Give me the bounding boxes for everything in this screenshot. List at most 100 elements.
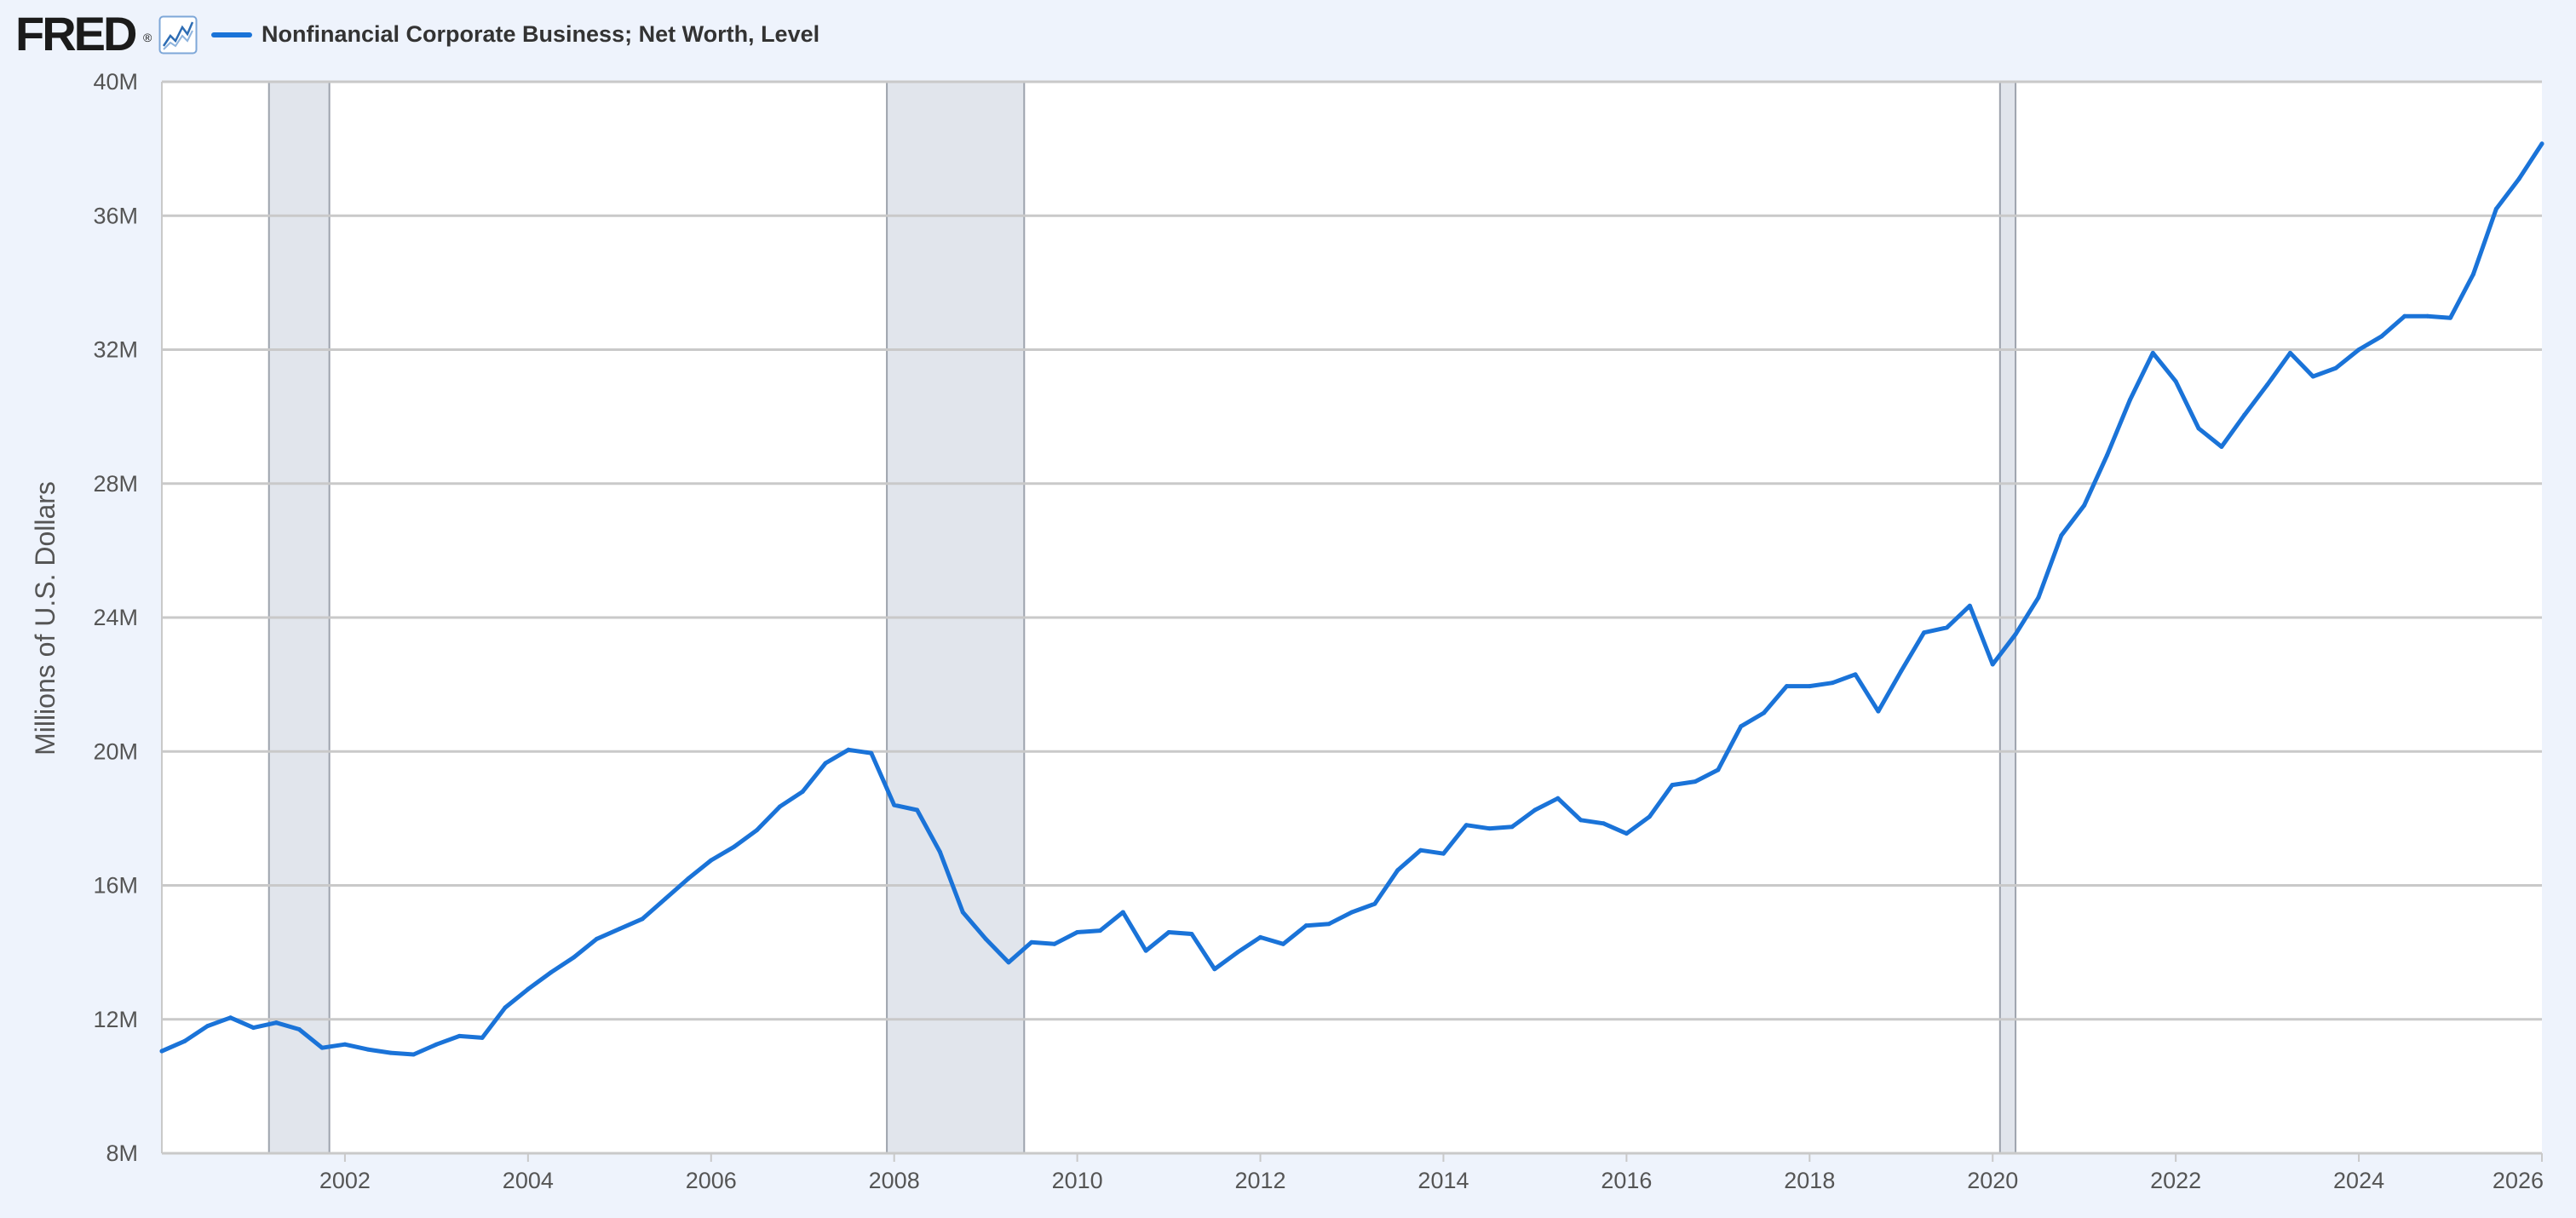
series-layer: [159, 141, 2544, 1057]
data-point: [800, 789, 805, 794]
line-chart-icon[interactable]: [158, 15, 198, 55]
y-tick-label: 20M: [93, 738, 138, 764]
data-point: [1693, 779, 1698, 784]
x-tick-label: 2016: [1601, 1168, 1652, 1193]
data-point: [2402, 313, 2407, 319]
data-point: [2379, 334, 2384, 339]
data-point: [2539, 141, 2544, 147]
data-point: [1120, 910, 1125, 915]
data-point: [1967, 603, 1972, 608]
data-point: [2059, 533, 2064, 538]
data-point: [846, 747, 851, 752]
data-point: [960, 910, 965, 915]
fred-logo[interactable]: FRED: [15, 7, 137, 60]
data-point: [1899, 669, 1904, 674]
y-tick-label: 12M: [93, 1007, 138, 1032]
data-point: [182, 1038, 187, 1043]
y-tick-label: 16M: [93, 873, 138, 899]
data-point: [1807, 684, 1812, 689]
data-point: [2105, 452, 2110, 457]
data-point: [1349, 910, 1354, 915]
data-point: [869, 750, 874, 756]
data-point: [892, 802, 897, 807]
x-tick-label: 2008: [869, 1168, 920, 1193]
data-point: [388, 1050, 394, 1055]
data-point: [1463, 823, 1469, 828]
data-point: [365, 1047, 371, 1052]
data-point: [480, 1035, 485, 1040]
x-tick-label: 2004: [503, 1168, 554, 1193]
x-tick-label: 2006: [686, 1168, 737, 1193]
x-tick-label: 2002: [319, 1168, 371, 1193]
data-point: [755, 828, 759, 833]
data-point: [732, 844, 737, 849]
data-point: [296, 1027, 302, 1032]
data-point: [342, 1042, 348, 1047]
data-point: [1990, 662, 1995, 667]
data-point: [1280, 941, 1285, 946]
data-point: [228, 1015, 233, 1020]
data-point: [1922, 630, 1927, 635]
data-point: [1052, 941, 1057, 946]
data-point: [2150, 350, 2155, 355]
x-tick-label: 2014: [1417, 1168, 1469, 1193]
data-point: [1235, 950, 1240, 955]
data-point: [503, 1005, 508, 1010]
data-point: [1578, 818, 1584, 823]
y-axis-title: Millions of U.S. Dollars: [30, 481, 60, 756]
data-point: [2242, 412, 2247, 417]
chart-header: FRED ® Nonfinancial Corporate Business; …: [0, 0, 2576, 68]
data-point: [2173, 379, 2178, 384]
data-point: [640, 916, 645, 922]
data-point: [1624, 831, 1629, 836]
data-point: [159, 1049, 164, 1054]
data-point: [915, 807, 920, 813]
data-point: [1739, 724, 1744, 729]
data-point: [1006, 960, 1011, 965]
data-point: [937, 849, 942, 854]
grid-lines: [161, 80, 2542, 1155]
data-point: [1670, 783, 1675, 788]
x-tick-label: 2020: [1967, 1168, 2018, 1193]
data-point: [205, 1024, 210, 1029]
data-point: [1555, 796, 1561, 801]
x-tick-label: 2012: [1234, 1168, 1285, 1193]
data-point: [2448, 315, 2453, 320]
data-point: [2287, 350, 2292, 355]
x-tick-label: 2024: [2333, 1168, 2384, 1193]
data-point: [526, 986, 531, 991]
data-point: [1097, 928, 1102, 934]
y-tick-label: 36M: [93, 203, 138, 228]
data-point: [663, 896, 668, 901]
y-tick-label: 40M: [93, 69, 138, 95]
data-point: [1876, 709, 1881, 714]
data-point: [1601, 821, 1607, 826]
y-tick-label: 8M: [106, 1140, 138, 1166]
data-point: [709, 858, 714, 863]
y-tick-label: 28M: [93, 471, 138, 497]
y-tick-label: 24M: [93, 605, 138, 630]
legend-label[interactable]: Nonfinancial Corporate Business; Net Wor…: [262, 21, 820, 47]
y-axis-tick-labels: 8M 12M 16M 20M 24M 28M 32M 36M 40M: [93, 69, 138, 1166]
data-point: [1647, 814, 1652, 819]
x-tick-label: 2022: [2150, 1168, 2201, 1193]
data-point: [1029, 939, 1034, 945]
data-point: [2265, 382, 2270, 388]
data-point: [1762, 710, 1767, 715]
data-point: [411, 1052, 417, 1057]
data-point: [1716, 767, 1721, 773]
x-axis-tick-labels: 2002 2004 2006 2008 2010 2012 2014 2016 2018 2020…: [319, 1153, 2544, 1193]
x-tick-label: 2018: [1784, 1168, 1835, 1193]
data-point: [2082, 503, 2087, 508]
data-point: [2127, 397, 2132, 402]
data-point: [1945, 625, 1949, 630]
data-point: [1830, 681, 1835, 686]
data-point: [1486, 826, 1492, 831]
registered-mark: ®: [143, 31, 152, 44]
data-point: [1440, 851, 1446, 856]
data-point: [2516, 176, 2521, 181]
data-point: [1853, 672, 1858, 677]
x-tick-label: 2010: [1052, 1168, 1103, 1193]
data-point: [250, 1026, 256, 1031]
